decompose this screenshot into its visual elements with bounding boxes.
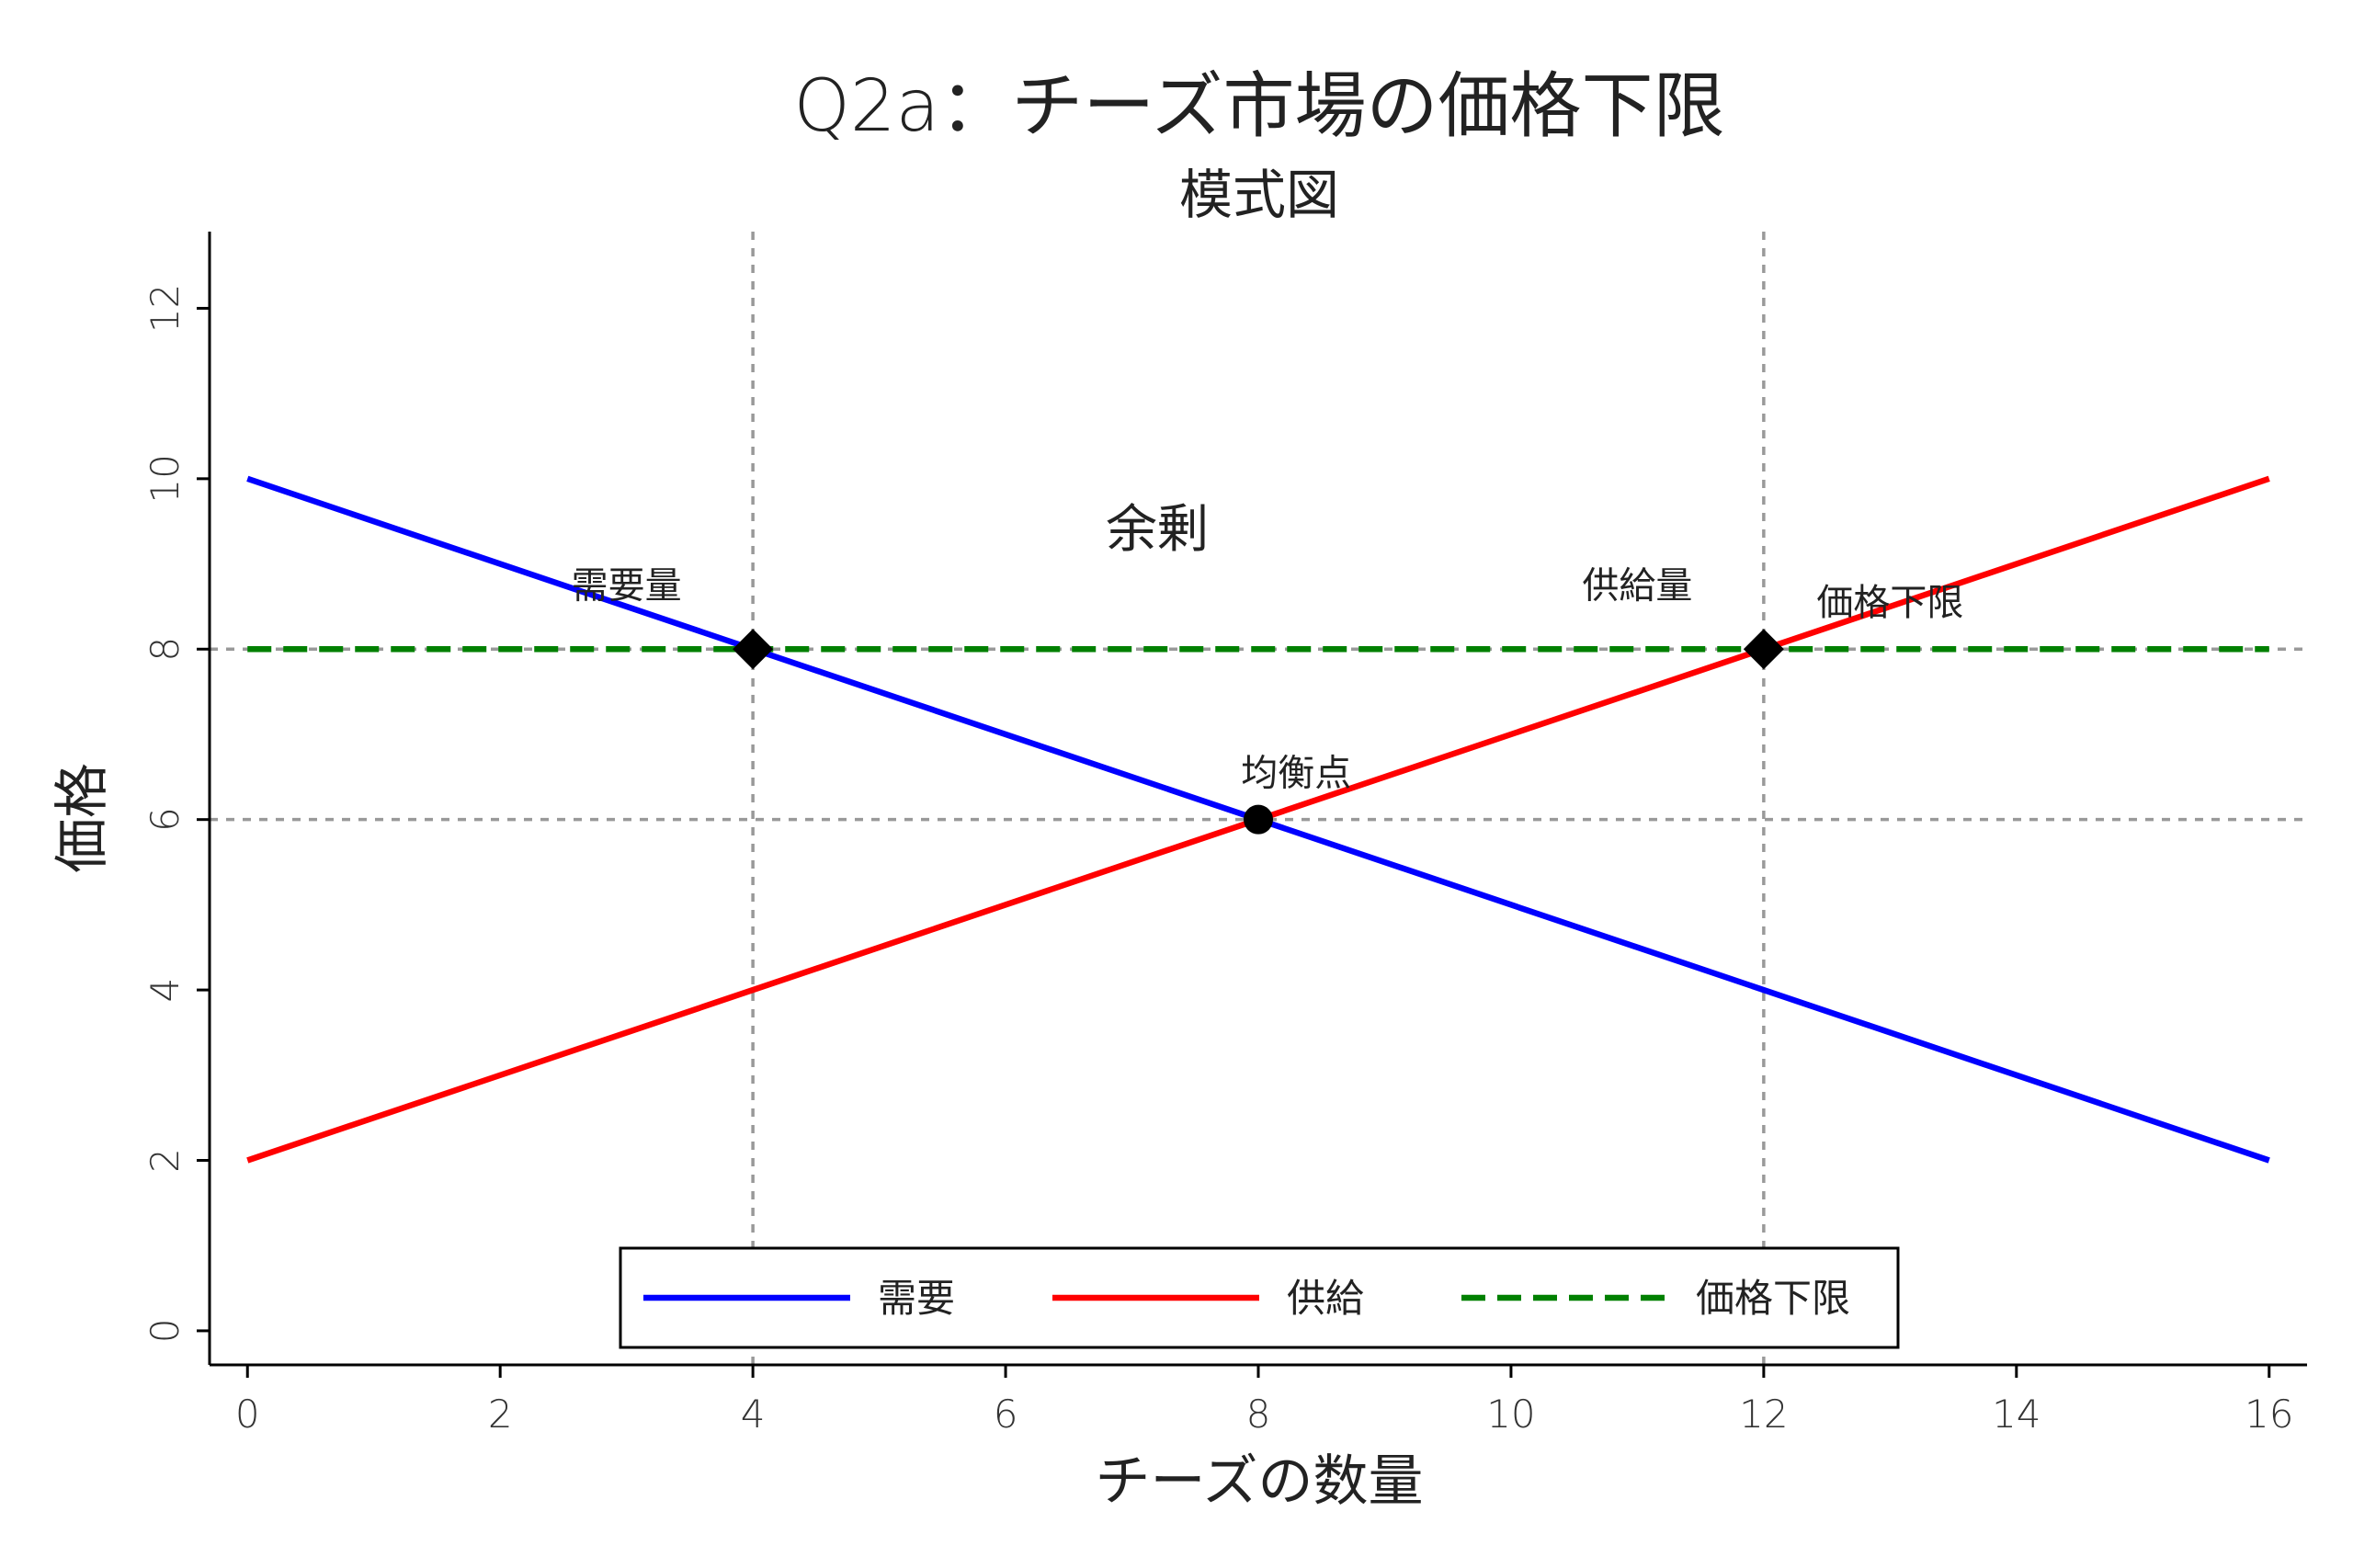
diamond-marker xyxy=(1743,629,1784,670)
annotation-label: 需要量 xyxy=(572,565,682,608)
diamond-marker xyxy=(733,629,774,670)
x-tick-label: 0 xyxy=(235,1392,260,1437)
legend: 需要 供給 価格下限 xyxy=(619,1246,1900,1349)
x-tick-label: 8 xyxy=(1246,1392,1271,1437)
y-tick-label: 12 xyxy=(142,284,188,333)
y-tick-label: 6 xyxy=(142,807,188,832)
y-tick-label: 10 xyxy=(142,454,188,503)
y-tick-label: 8 xyxy=(142,637,188,662)
y-tick-label: 4 xyxy=(142,978,188,1003)
x-tick-label: 6 xyxy=(994,1392,1018,1437)
annotation-label: 均衡点 xyxy=(1241,753,1351,795)
x-tick-label: 12 xyxy=(1739,1392,1788,1437)
y-axis-title: 価格 xyxy=(51,763,115,873)
equilibrium-marker xyxy=(1244,804,1273,835)
legend-label: 需要 xyxy=(878,1276,955,1321)
plot-area: 0 2 4 6 8 10 12 14 16024681012需要量 供給量 価格下限均衡点余剰需要供… xyxy=(142,232,2307,1437)
legend-label: 価格下限 xyxy=(1696,1276,1850,1321)
chart-subtitle: 模式図 xyxy=(1179,164,1339,226)
x-tick-label: 16 xyxy=(2245,1392,2293,1437)
x-tick-label: 10 xyxy=(1486,1392,1535,1437)
x-axis-title: チーズの数量 xyxy=(1096,1449,1424,1514)
y-tick-label: 2 xyxy=(142,1148,188,1173)
legend-label: 供給 xyxy=(1287,1276,1364,1321)
y-tick-label: 0 xyxy=(142,1319,188,1344)
annotation-label: 価格下限 xyxy=(1816,582,1963,624)
x-tick-label: 14 xyxy=(1992,1392,2040,1437)
annotation-label: 供給量 xyxy=(1582,565,1692,608)
chart-title: Q2a：チーズ市場の価格下限 xyxy=(794,65,1725,148)
annotation-label: 余剰 xyxy=(1106,500,1209,560)
x-tick-label: 2 xyxy=(488,1392,513,1437)
x-tick-label: 4 xyxy=(741,1392,766,1437)
